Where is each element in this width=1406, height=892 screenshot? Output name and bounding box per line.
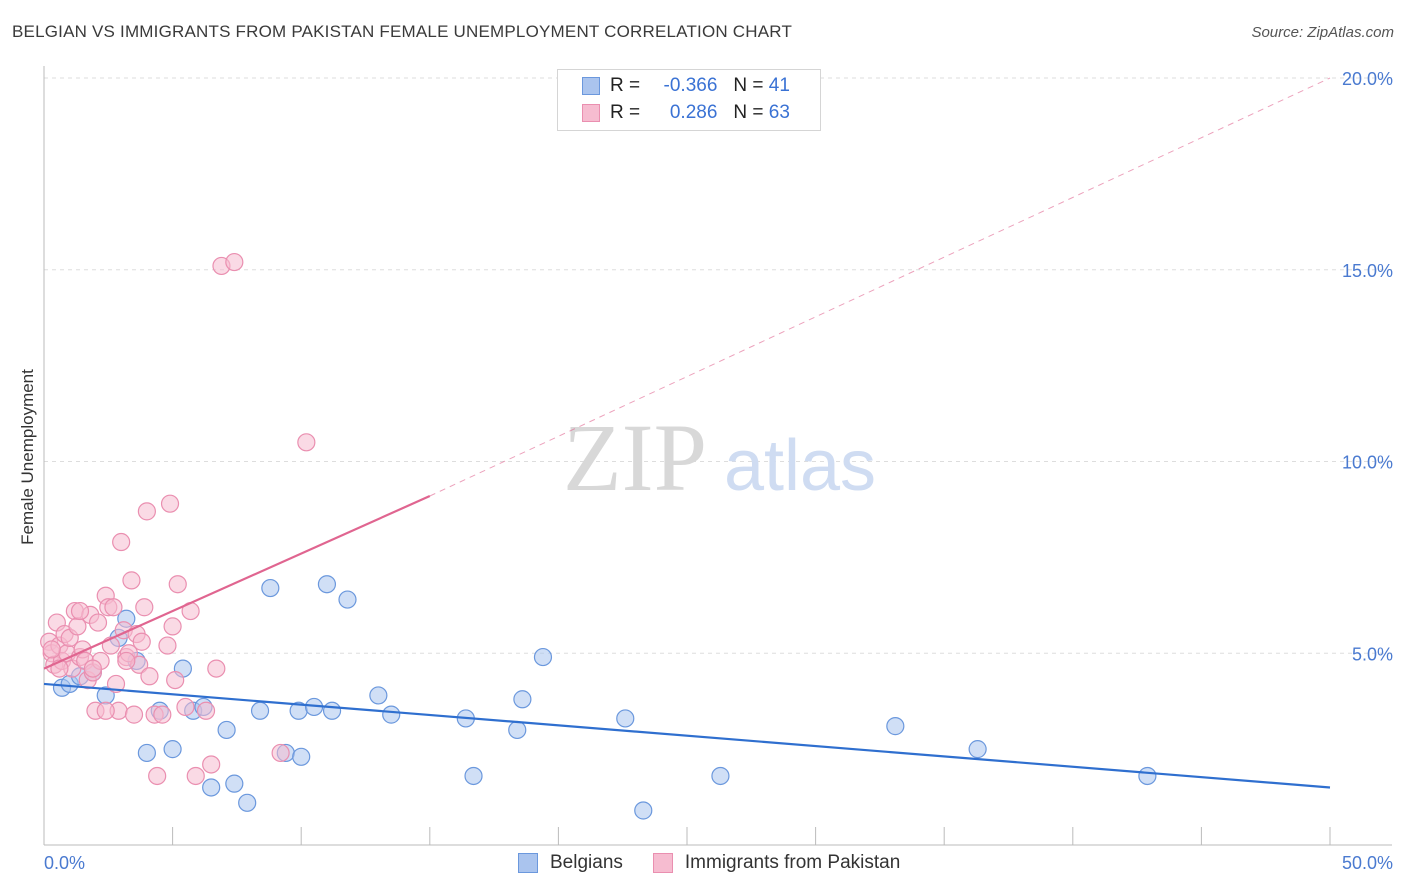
- pakistan-point-62: [70, 601, 90, 621]
- axes: [43, 66, 1392, 846]
- belgians-swatch: [582, 77, 600, 95]
- legend-swatch-pakistan: [652, 853, 673, 873]
- belgians-trend-line: [43, 682, 1331, 789]
- belgians-point-31: [508, 720, 527, 740]
- watermark: ZIP atlas: [563, 404, 876, 511]
- belgians-point-28: [382, 705, 401, 724]
- belgians-point-30: [464, 766, 483, 786]
- pakistan-point-56: [297, 433, 316, 452]
- y-tick-label-0: 5.0%: [1352, 644, 1393, 664]
- belgians-point-33: [533, 647, 553, 667]
- pakistan-point-43: [160, 494, 180, 513]
- trend-lines: [43, 77, 1331, 789]
- y-tick-label-2: 15.0%: [1342, 261, 1393, 281]
- grid-lines: [44, 77, 1392, 654]
- pakistan-point-44: [163, 617, 182, 636]
- chart-source: Source: ZipAtlas.com: [1251, 24, 1394, 41]
- pakistan-point-58: [83, 659, 102, 678]
- belgians-point-35: [634, 801, 653, 820]
- belgians-point-15: [217, 720, 236, 740]
- legend-item-belgians: Belgians: [518, 852, 623, 874]
- pakistan-point-27: [112, 532, 131, 552]
- legend-row-pakistan: R = 0.286 N = 63: [582, 101, 790, 125]
- pakistan-point-47: [176, 697, 195, 717]
- pakistan-trend-line: [43, 495, 431, 670]
- belgians-n-label: N =: [733, 75, 764, 96]
- pakistan-point-42: [158, 636, 177, 655]
- belgians-point-22: [292, 747, 311, 766]
- legend-item-pakistan: Immigrants from Pakistan: [652, 852, 901, 874]
- pakistan-point-57: [42, 640, 61, 659]
- x-tick-label-0: 0.0%: [44, 853, 85, 873]
- y-tick-label-3: 20.0%: [1342, 69, 1393, 89]
- pakistan-r-value: 0.286: [669, 102, 718, 123]
- pakistan-point-41: [153, 705, 172, 724]
- belgians-point-37: [886, 717, 905, 736]
- pakistan-point-35: [132, 632, 151, 651]
- pakistan-point-40: [148, 766, 167, 786]
- belgians-r-label: R =: [610, 75, 641, 96]
- pakistan-point-59: [96, 701, 115, 720]
- pakistan-point-54: [225, 252, 244, 272]
- pakistan-trend-extension: [429, 77, 1331, 497]
- pakistan-point-25: [106, 674, 126, 694]
- pakistan-point-37: [137, 502, 156, 521]
- belgians-n-value: 41: [768, 75, 790, 96]
- belgians-point-26: [338, 590, 357, 609]
- belgians-point-14: [202, 778, 221, 797]
- belgians-point-10: [163, 740, 182, 759]
- belgians-point-38: [968, 740, 987, 759]
- pakistan-point-50: [196, 701, 216, 720]
- legend-swatch-belgians: [518, 853, 538, 873]
- belgians-point-8: [137, 743, 156, 763]
- pakistan-point-36: [135, 598, 154, 617]
- belgians-point-36: [711, 766, 730, 786]
- pakistan-swatch: [582, 104, 600, 122]
- tick-labels: 5.0% 10.0% 15.0% 20.0% 0.0% 50.0%: [44, 69, 1393, 873]
- belgians-point-34: [616, 709, 635, 728]
- legend-label-pakistan: Immigrants from Pakistan: [684, 852, 901, 873]
- pakistan-point-45: [166, 670, 185, 690]
- pakistan-point-31: [122, 571, 141, 590]
- pakistan-point-51: [202, 755, 221, 774]
- correlation-legend: R = -0.366 N = 41 R = 0.286 N = 63: [557, 69, 821, 131]
- pakistan-point-32: [124, 705, 144, 724]
- data-points: [40, 252, 1157, 820]
- pakistan-point-61: [117, 651, 136, 671]
- belgians-point-39: [1138, 766, 1157, 786]
- chart-title: BELGIAN VS IMMIGRANTS FROM PAKISTAN FEMA…: [12, 22, 793, 41]
- belgians-r-value: -0.366: [663, 75, 718, 96]
- y-tick-label-1: 10.0%: [1342, 453, 1393, 473]
- belgians-point-27: [369, 686, 388, 705]
- series-legend: Belgians Immigrants from Pakistan: [518, 852, 930, 874]
- legend-row-belgians: R = -0.366 N = 41: [582, 74, 790, 98]
- pakistan-point-46: [168, 575, 187, 594]
- pakistan-r-label: R =: [610, 102, 641, 123]
- belgians-point-16: [225, 774, 244, 793]
- belgians-point-18: [250, 701, 270, 720]
- pakistan-point-24: [104, 598, 123, 617]
- belgians-point-19: [261, 578, 280, 598]
- pakistan-point-19: [88, 613, 108, 632]
- pakistan-point-38: [140, 667, 159, 686]
- x-tick-label-1: 50.0%: [1342, 853, 1393, 873]
- watermark-atlas: atlas: [724, 426, 876, 506]
- pakistan-point-49: [186, 766, 205, 786]
- belgians-point-17: [238, 793, 257, 812]
- pakistan-n-label: N =: [733, 102, 764, 123]
- pakistan-n-value: 63: [768, 102, 790, 123]
- pakistan-point-52: [207, 659, 226, 678]
- pakistan-point-55: [271, 743, 290, 763]
- belgians-point-24: [317, 575, 337, 594]
- belgians-point-25: [322, 701, 342, 720]
- legend-label-belgians: Belgians: [550, 852, 623, 873]
- watermark-zip: ZIP: [563, 404, 707, 511]
- belgians-point-32: [513, 690, 532, 709]
